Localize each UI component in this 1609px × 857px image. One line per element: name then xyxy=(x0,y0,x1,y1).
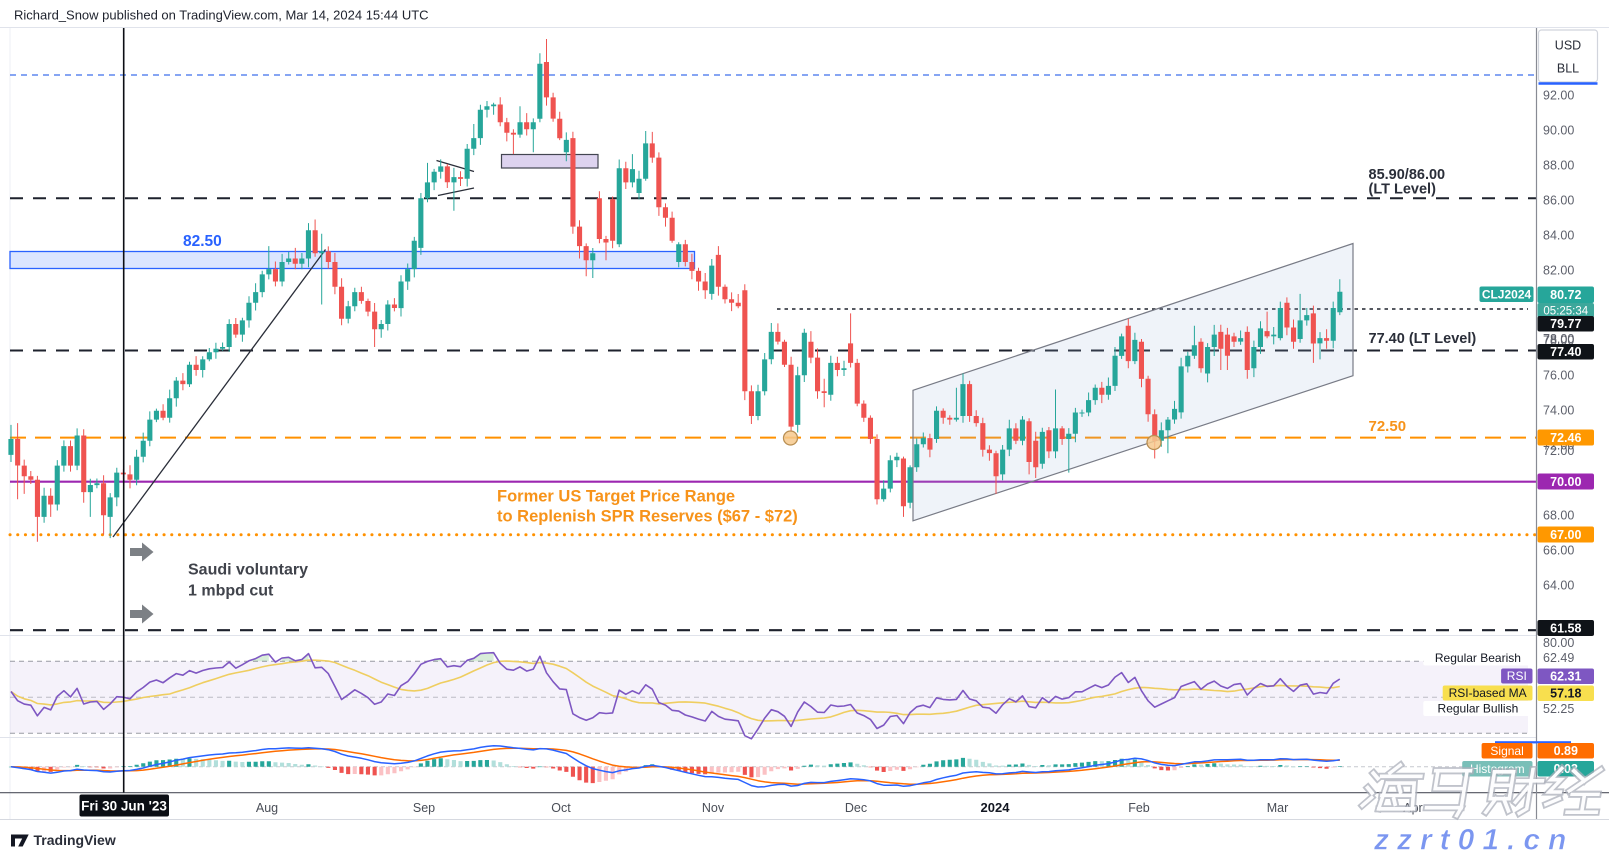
svg-text:Nov: Nov xyxy=(702,801,725,815)
svg-text:Signal: Signal xyxy=(1490,744,1523,758)
svg-text:77.40: 77.40 xyxy=(1550,345,1581,359)
svg-text:72.46: 72.46 xyxy=(1550,431,1581,445)
svg-text:Mar: Mar xyxy=(1267,801,1289,815)
svg-text:TradingView: TradingView xyxy=(34,832,116,848)
svg-text:zzrt01.cn: zzrt01.cn xyxy=(1373,824,1574,857)
svg-text:57.18: 57.18 xyxy=(1550,687,1581,701)
svg-text:79.77: 79.77 xyxy=(1550,317,1581,331)
svg-text:67.00: 67.00 xyxy=(1550,528,1581,542)
svg-text:to Replenish SPR Reserves ($67: to Replenish SPR Reserves ($67 - $72) xyxy=(497,508,798,526)
svg-text:RSI-based MA: RSI-based MA xyxy=(1449,686,1527,700)
svg-text:05:25:34: 05:25:34 xyxy=(1543,306,1588,318)
svg-text:Regular Bullish: Regular Bullish xyxy=(1438,702,1519,716)
svg-text:0.89: 0.89 xyxy=(1554,744,1578,758)
svg-text:52.25: 52.25 xyxy=(1543,702,1574,716)
svg-text:Oct: Oct xyxy=(551,801,571,815)
svg-text:80.72: 80.72 xyxy=(1550,288,1581,302)
svg-text:66.00: 66.00 xyxy=(1543,544,1574,558)
svg-text:77.40 (LT Level): 77.40 (LT Level) xyxy=(1369,331,1477,347)
svg-text:86.00: 86.00 xyxy=(1543,194,1574,208)
svg-text:74.00: 74.00 xyxy=(1543,404,1574,418)
svg-text:70.00: 70.00 xyxy=(1550,475,1581,489)
svg-text:61.58: 61.58 xyxy=(1550,621,1581,635)
svg-text:62.31: 62.31 xyxy=(1550,670,1581,684)
svg-text:BLL: BLL xyxy=(1557,62,1579,76)
svg-text:78.00: 78.00 xyxy=(1543,332,1574,346)
svg-text:Former US Target Price Range: Former US Target Price Range xyxy=(497,488,735,506)
svg-text:92.00: 92.00 xyxy=(1543,89,1574,103)
svg-text:88.00: 88.00 xyxy=(1543,159,1574,173)
svg-text:1 mbpd cut: 1 mbpd cut xyxy=(188,583,274,600)
svg-text:72.00: 72.00 xyxy=(1543,444,1574,458)
svg-text:Regular Bearish: Regular Bearish xyxy=(1435,651,1521,665)
svg-text:Aug: Aug xyxy=(256,801,278,815)
svg-text:90.00: 90.00 xyxy=(1543,124,1574,138)
svg-text:85.90/86.00: 85.90/86.00 xyxy=(1369,167,1446,183)
svg-text:82.00: 82.00 xyxy=(1543,264,1574,278)
svg-text:Dec: Dec xyxy=(845,801,867,815)
svg-text:68.00: 68.00 xyxy=(1543,509,1574,523)
svg-text:CLJ2024: CLJ2024 xyxy=(1482,288,1532,302)
svg-text:84.00: 84.00 xyxy=(1543,229,1574,243)
svg-text:Richard_Snow published on Trad: Richard_Snow published on TradingView.co… xyxy=(14,8,429,23)
svg-text:62.49: 62.49 xyxy=(1543,651,1574,665)
svg-text:72.50: 72.50 xyxy=(1369,418,1407,435)
svg-text:82.50: 82.50 xyxy=(183,233,222,250)
svg-text:Sep: Sep xyxy=(413,801,435,815)
svg-text:76.00: 76.00 xyxy=(1543,369,1574,383)
svg-text:USD: USD xyxy=(1555,39,1581,53)
svg-text:Feb: Feb xyxy=(1128,801,1150,815)
svg-text:(LT Level): (LT Level) xyxy=(1369,182,1437,198)
svg-text:RSI: RSI xyxy=(1507,669,1527,683)
svg-text:2024: 2024 xyxy=(981,800,1011,815)
svg-text:64.00: 64.00 xyxy=(1543,579,1574,593)
svg-text:Fri 30 Jun '23: Fri 30 Jun '23 xyxy=(81,799,167,814)
svg-text:80.00: 80.00 xyxy=(1543,636,1574,650)
svg-text:Saudi voluntary: Saudi voluntary xyxy=(188,562,308,579)
